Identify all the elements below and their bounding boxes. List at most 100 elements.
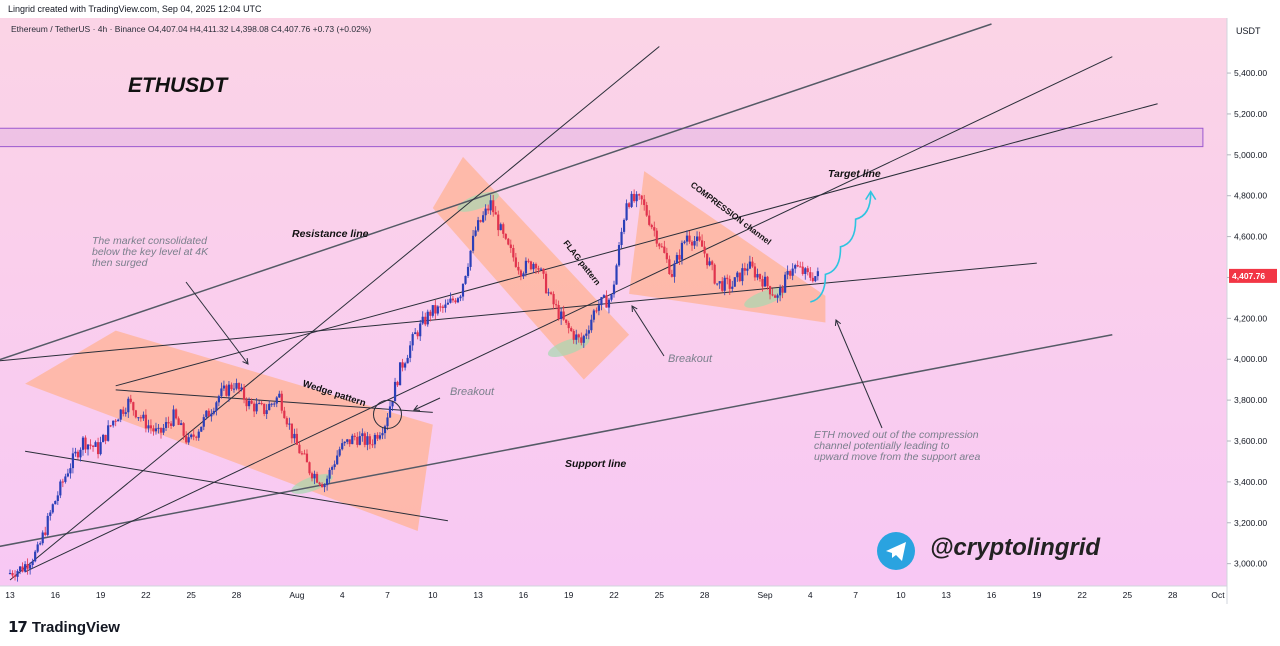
target-channel-line [24, 56, 1113, 573]
candle-body [449, 298, 452, 303]
candle-body [283, 410, 286, 419]
candle-body [109, 425, 112, 427]
x-tick-label: 4 [808, 590, 813, 600]
candle-body [539, 268, 543, 270]
candle-body [801, 266, 804, 274]
candle-body [333, 464, 336, 468]
candle-body [665, 252, 668, 260]
candle-body [144, 414, 147, 429]
candle-body [479, 220, 482, 222]
candle-body [119, 409, 122, 420]
candle-body [429, 311, 432, 316]
x-tick-label: 25 [186, 590, 196, 600]
candle-body [439, 306, 442, 308]
candle-body [444, 304, 447, 308]
x-tick-label: 28 [1168, 590, 1178, 600]
candle-body [726, 277, 729, 280]
x-tick-label: 13 [5, 590, 15, 600]
candle-body [625, 203, 628, 220]
candle-body [693, 240, 696, 246]
candle-body [336, 455, 339, 465]
candle-body [612, 284, 616, 295]
annotation-consolidation-line-3: then surged [92, 257, 149, 269]
candle-body [791, 268, 794, 276]
candle-body [381, 433, 384, 436]
candle-body [8, 572, 12, 574]
price-axis[interactable]: 3,000.00 3,200.00 3,400.00 3,600.00 3,800.00… [1227, 68, 1277, 569]
candle-body [152, 428, 155, 432]
y-tick-label: 4,200.00 [1234, 313, 1267, 323]
y-tick-label: 5,400.00 [1234, 68, 1267, 78]
annotation-eth-moved-line-3: upward move from the support area [814, 451, 980, 463]
candle-body [756, 274, 759, 278]
tradingview-logo-icon: 17 [8, 618, 28, 636]
candle-body [482, 215, 485, 222]
credit-bar: Lingrid created with TradingView.com, Se… [0, 0, 1280, 18]
candle-body [660, 246, 663, 248]
candle-body [446, 302, 449, 305]
candle-body [290, 423, 293, 439]
candle-body [796, 265, 799, 267]
x-tick-label: 16 [51, 590, 61, 600]
candle-body [464, 275, 467, 284]
candle-body [268, 403, 271, 411]
candle-body [537, 268, 540, 270]
candle-body [663, 246, 666, 253]
candle-body [300, 453, 304, 455]
candle-body [532, 263, 535, 270]
candle-body [406, 357, 409, 364]
candle-body [703, 246, 706, 254]
x-tick-label: Oct [1211, 590, 1225, 600]
wedge-lower-line [25, 450, 448, 522]
tradingview-brand[interactable]: 17 TradingView [8, 618, 120, 636]
candle-body [560, 311, 563, 319]
x-tick-label: 13 [473, 590, 483, 600]
candle-body [555, 304, 558, 306]
candle-body [255, 403, 258, 412]
candle-body [232, 388, 236, 390]
candle-body [353, 435, 356, 437]
candle-body [474, 230, 477, 236]
time-axis[interactable]: 13 16 19 22 25 28 Aug 4 7 10 13 16 19 22 25 28 Sep 4 7 10 13… [5, 590, 1225, 600]
candle-body [404, 363, 407, 368]
currency-label: USDT [1236, 26, 1261, 36]
candle-body [814, 276, 817, 282]
candle-body [386, 417, 389, 427]
candle-body [49, 512, 52, 516]
candle-body [565, 319, 568, 323]
candle-body [91, 445, 95, 447]
candle-body [26, 564, 29, 569]
candle-body [547, 292, 550, 294]
candle-body [44, 532, 47, 535]
candle-body [469, 250, 472, 267]
x-tick-label: 25 [1123, 590, 1133, 600]
x-tick-label: 16 [987, 590, 997, 600]
wedge-upper-line [115, 389, 433, 413]
candle-body [164, 422, 168, 428]
candle-body [378, 435, 382, 439]
candle-body [628, 203, 631, 207]
symbol-legend: Ethereum / TetherUS · 4h · Binance O4,40… [11, 24, 371, 34]
price-chart[interactable]: 3,000.00 3,200.00 3,400.00 3,600.00 3,800.00… [0, 18, 1280, 604]
candle-body [771, 294, 774, 296]
candle-body [784, 274, 787, 293]
support-touch-highlight [457, 191, 499, 212]
candle-body [459, 296, 462, 299]
y-tick-label: 3,800.00 [1234, 395, 1267, 405]
candle-body [484, 208, 487, 216]
candle-body [572, 330, 575, 340]
x-tick-label: 28 [232, 590, 242, 600]
candle-body [222, 385, 226, 389]
candle-body [789, 271, 792, 276]
candle-body [303, 453, 306, 455]
candle-body [592, 310, 595, 320]
candle-body [414, 332, 417, 335]
candle-body [11, 572, 14, 576]
candle-body [260, 403, 263, 405]
candle-body [567, 322, 570, 329]
candle-body [215, 402, 218, 411]
candle-body [71, 453, 75, 469]
candle-body [497, 214, 500, 231]
chart-area[interactable]: 3,000.00 3,200.00 3,400.00 3,600.00 3,800.00… [0, 18, 1280, 604]
candle-body [61, 481, 64, 483]
